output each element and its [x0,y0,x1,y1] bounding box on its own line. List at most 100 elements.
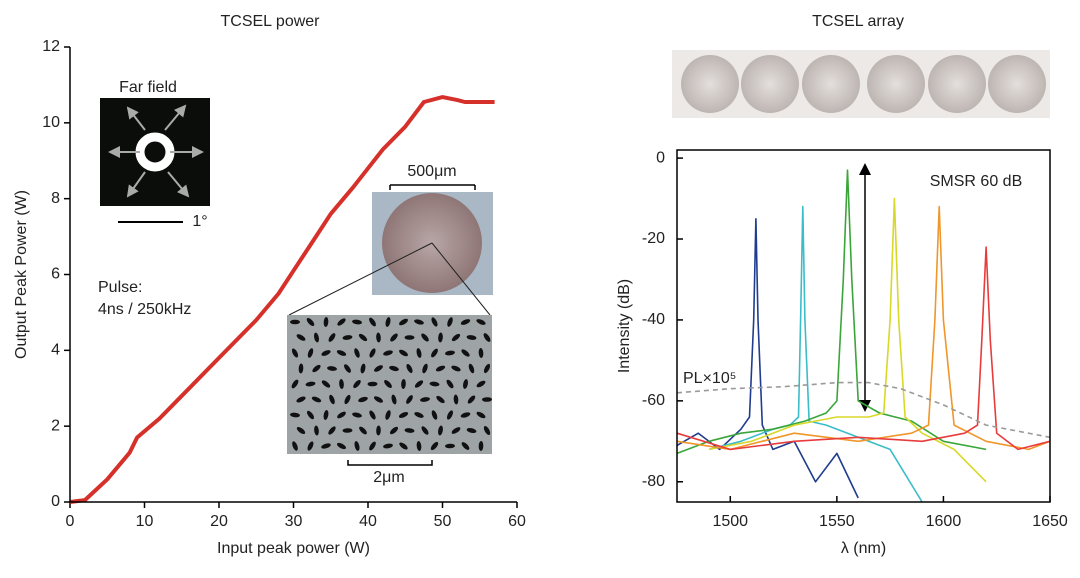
sem-hole [431,317,438,327]
x-tick-label: 20 [210,513,228,530]
axes [69,47,517,503]
sem-hole [329,394,335,405]
sem-hole [321,380,331,388]
annotation: Pulse: [98,279,142,296]
sem-hole [404,428,415,433]
sem-hole [451,427,461,434]
x-tick-label: 1500 [712,513,748,530]
sem-hole [414,380,424,388]
sem-hole [414,319,424,325]
y-tick-label: -60 [642,392,665,409]
sem-hole [389,365,399,372]
sem-hole [369,441,376,451]
sem-hole [336,350,347,356]
sem-hole [401,379,406,389]
sem-hole [476,319,486,325]
sem-hole [438,425,443,436]
sem-hole [476,380,486,388]
sem-hole [389,426,399,435]
array-image [672,50,1050,118]
sem-hole [420,397,430,402]
annotation: 500μm [407,163,456,180]
sem-hole [406,395,413,404]
sem-hole [399,318,408,326]
x-tick-label: 1600 [926,513,962,530]
sem-hole [463,379,468,389]
y-tick-label: -80 [642,473,665,490]
sem-hole [390,333,398,342]
data-line [676,381,1051,439]
sem-hole [385,317,391,327]
sem-hole [353,379,361,389]
x-axis-label: λ (nm) [841,540,886,557]
sem-hole [367,381,378,387]
sem-hole [305,381,316,387]
sem-hole [483,425,491,436]
sem-hole [383,350,393,356]
sem-hole [358,333,368,342]
x-tick-label: 1650 [1032,513,1068,530]
annotation: 2μm [373,469,404,486]
sem-hole [416,348,422,358]
sem-hole [431,348,438,358]
x-tick-label: 30 [285,513,303,530]
sem-hole [435,365,446,372]
y-tick-label: 8 [51,190,60,207]
sem-hole [399,349,408,357]
sem-hole [306,318,315,326]
sem-hole [421,333,429,342]
sem-hole [446,410,454,420]
x-tick-label: 60 [508,513,526,530]
y-tick-label: 10 [42,114,60,131]
sem-hole [445,443,455,449]
sem-hole [466,335,477,340]
sem-hole [327,366,337,371]
sem-hole [483,363,491,374]
sem-hole [414,412,424,418]
sem-hole [344,394,351,405]
sem-hole [482,397,492,402]
sem-hole [460,319,471,325]
sem-hole [446,379,454,389]
y-tick-label: 2 [51,417,60,434]
sem-hole [298,363,304,374]
sem-hole [478,348,484,358]
sem-hole [431,410,438,420]
sem-hole [404,335,415,340]
axes [676,149,1051,503]
sem-hole [468,363,475,374]
sem-hole [467,395,476,404]
sem-hole [384,380,392,388]
sem-hole [478,441,484,451]
x-tick-label: 0 [66,513,75,530]
data-line [676,205,1051,451]
y-tick-label: -40 [642,311,665,328]
sem-hole [369,317,376,327]
sem-hole [312,364,321,373]
sem-hole [314,332,319,343]
sem-hole [466,427,477,434]
sem-hole [290,319,300,325]
sem-hole [385,410,391,420]
sem-hole [360,363,366,374]
sem-hole [451,333,461,342]
sem-hole [391,394,397,405]
sem-hole [352,319,362,325]
sem-hole [354,441,360,451]
sem-hole [342,428,353,433]
sem-hole [399,442,408,450]
far-field-image [100,98,210,223]
annotation: 1° [192,213,207,230]
sem-hole [445,350,455,356]
x-tick-label: 40 [359,513,377,530]
sem-hole [374,365,383,372]
sem-hole [354,348,360,358]
chart-title: TCSEL power [221,13,321,30]
sem-hole [296,426,306,435]
sem-hole [311,396,322,403]
sem-hole [306,410,315,420]
y-tick-label: 0 [656,149,665,166]
sem-hole [461,349,470,357]
sem-hole [296,396,306,403]
